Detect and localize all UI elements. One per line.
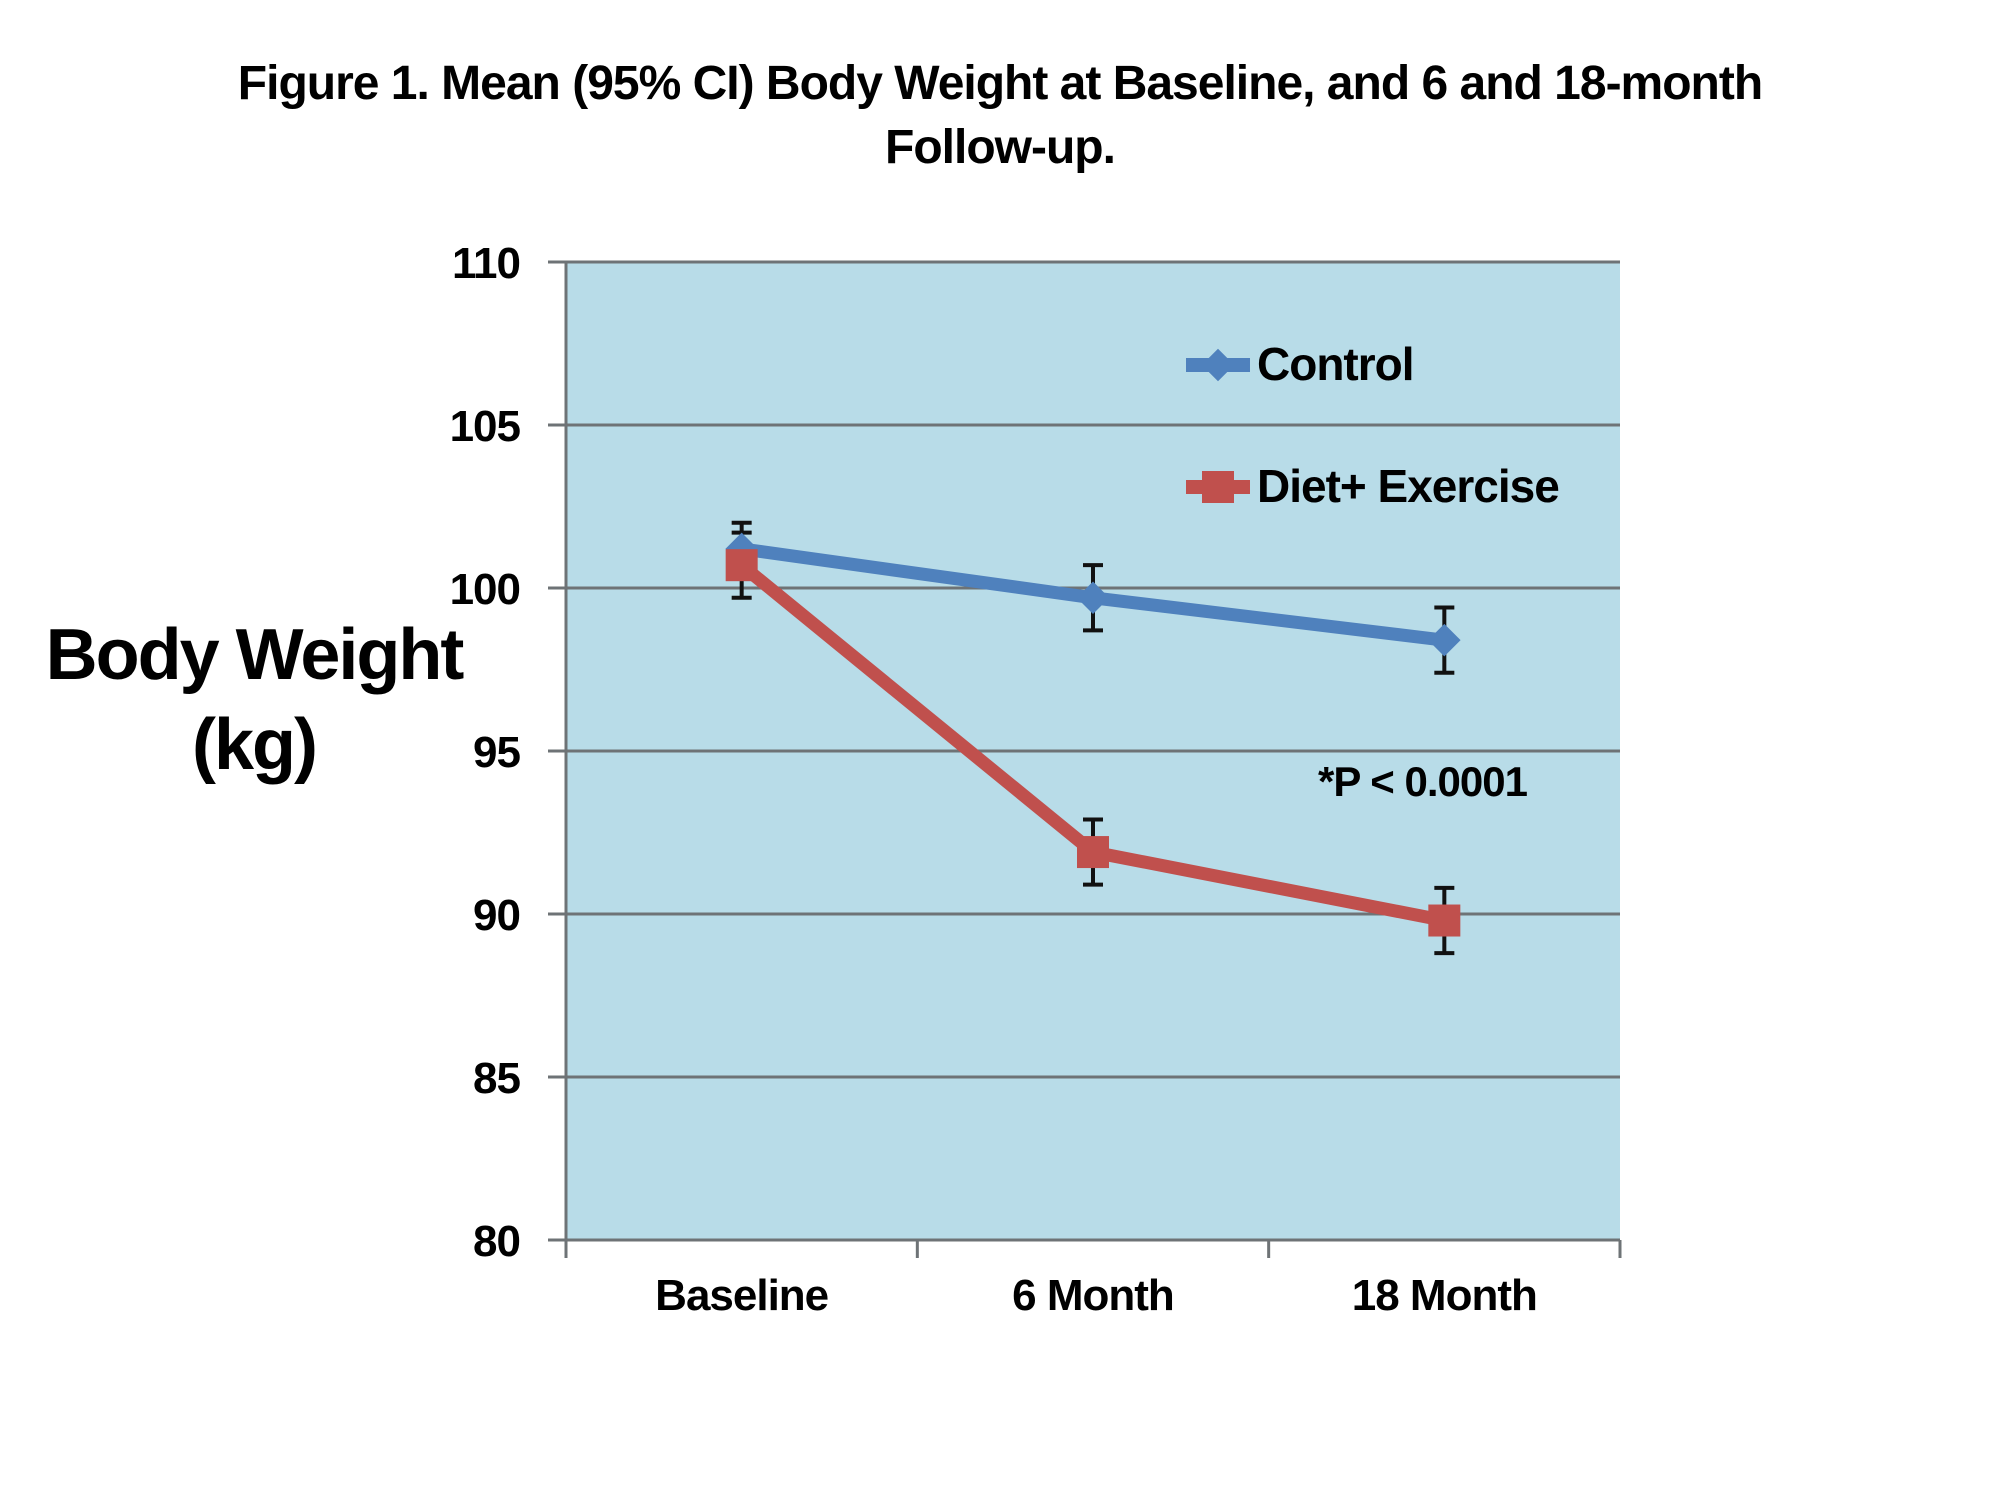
y-tick-label-85: 85: [473, 1054, 520, 1103]
y-axis-title-line1: Body Weight: [45, 615, 465, 695]
series-0-point-2-diamond-marker: [1428, 623, 1461, 657]
y-tick-label-105: 105: [450, 402, 521, 451]
y-tick-label-95: 95: [473, 728, 520, 777]
figure-title: Figure 1. Mean (95% CI) Body Weight at B…: [0, 52, 2000, 180]
figure-title-line1: Figure 1. Mean (95% CI) Body Weight at B…: [237, 57, 1763, 110]
legend-1-square-marker: [1202, 471, 1234, 503]
figure-title-line2: Follow-up.: [885, 121, 1116, 174]
x-category-label-1: 6 Month: [1012, 1271, 1174, 1320]
legend-label-diet-exercise: Diet+ Exercise: [1257, 459, 1560, 512]
series-0-point-1-diamond-marker: [1076, 581, 1110, 615]
x-category-label-2: 18 Month: [1352, 1271, 1537, 1320]
p-value-annotation: *P < 0.0001: [1318, 758, 1528, 805]
series-1-point-2-square-marker: [1428, 904, 1461, 937]
y-axis-title: Body Weight (kg): [28, 610, 480, 790]
y-axis-title-line2: (kg): [192, 705, 318, 785]
y-tick-label-100: 100: [450, 565, 520, 614]
legend-0-diamond-marker: [1201, 348, 1235, 382]
y-tick-label-90: 90: [473, 891, 520, 940]
y-tick-label-80: 80: [473, 1217, 520, 1266]
legend-label-control: Control: [1257, 337, 1415, 390]
series-1-point-1-square-marker: [1077, 836, 1109, 869]
series-1-point-0-square-marker: [725, 549, 758, 582]
y-tick-label-110: 110: [452, 239, 520, 288]
x-category-label-0: Baseline: [655, 1271, 828, 1320]
